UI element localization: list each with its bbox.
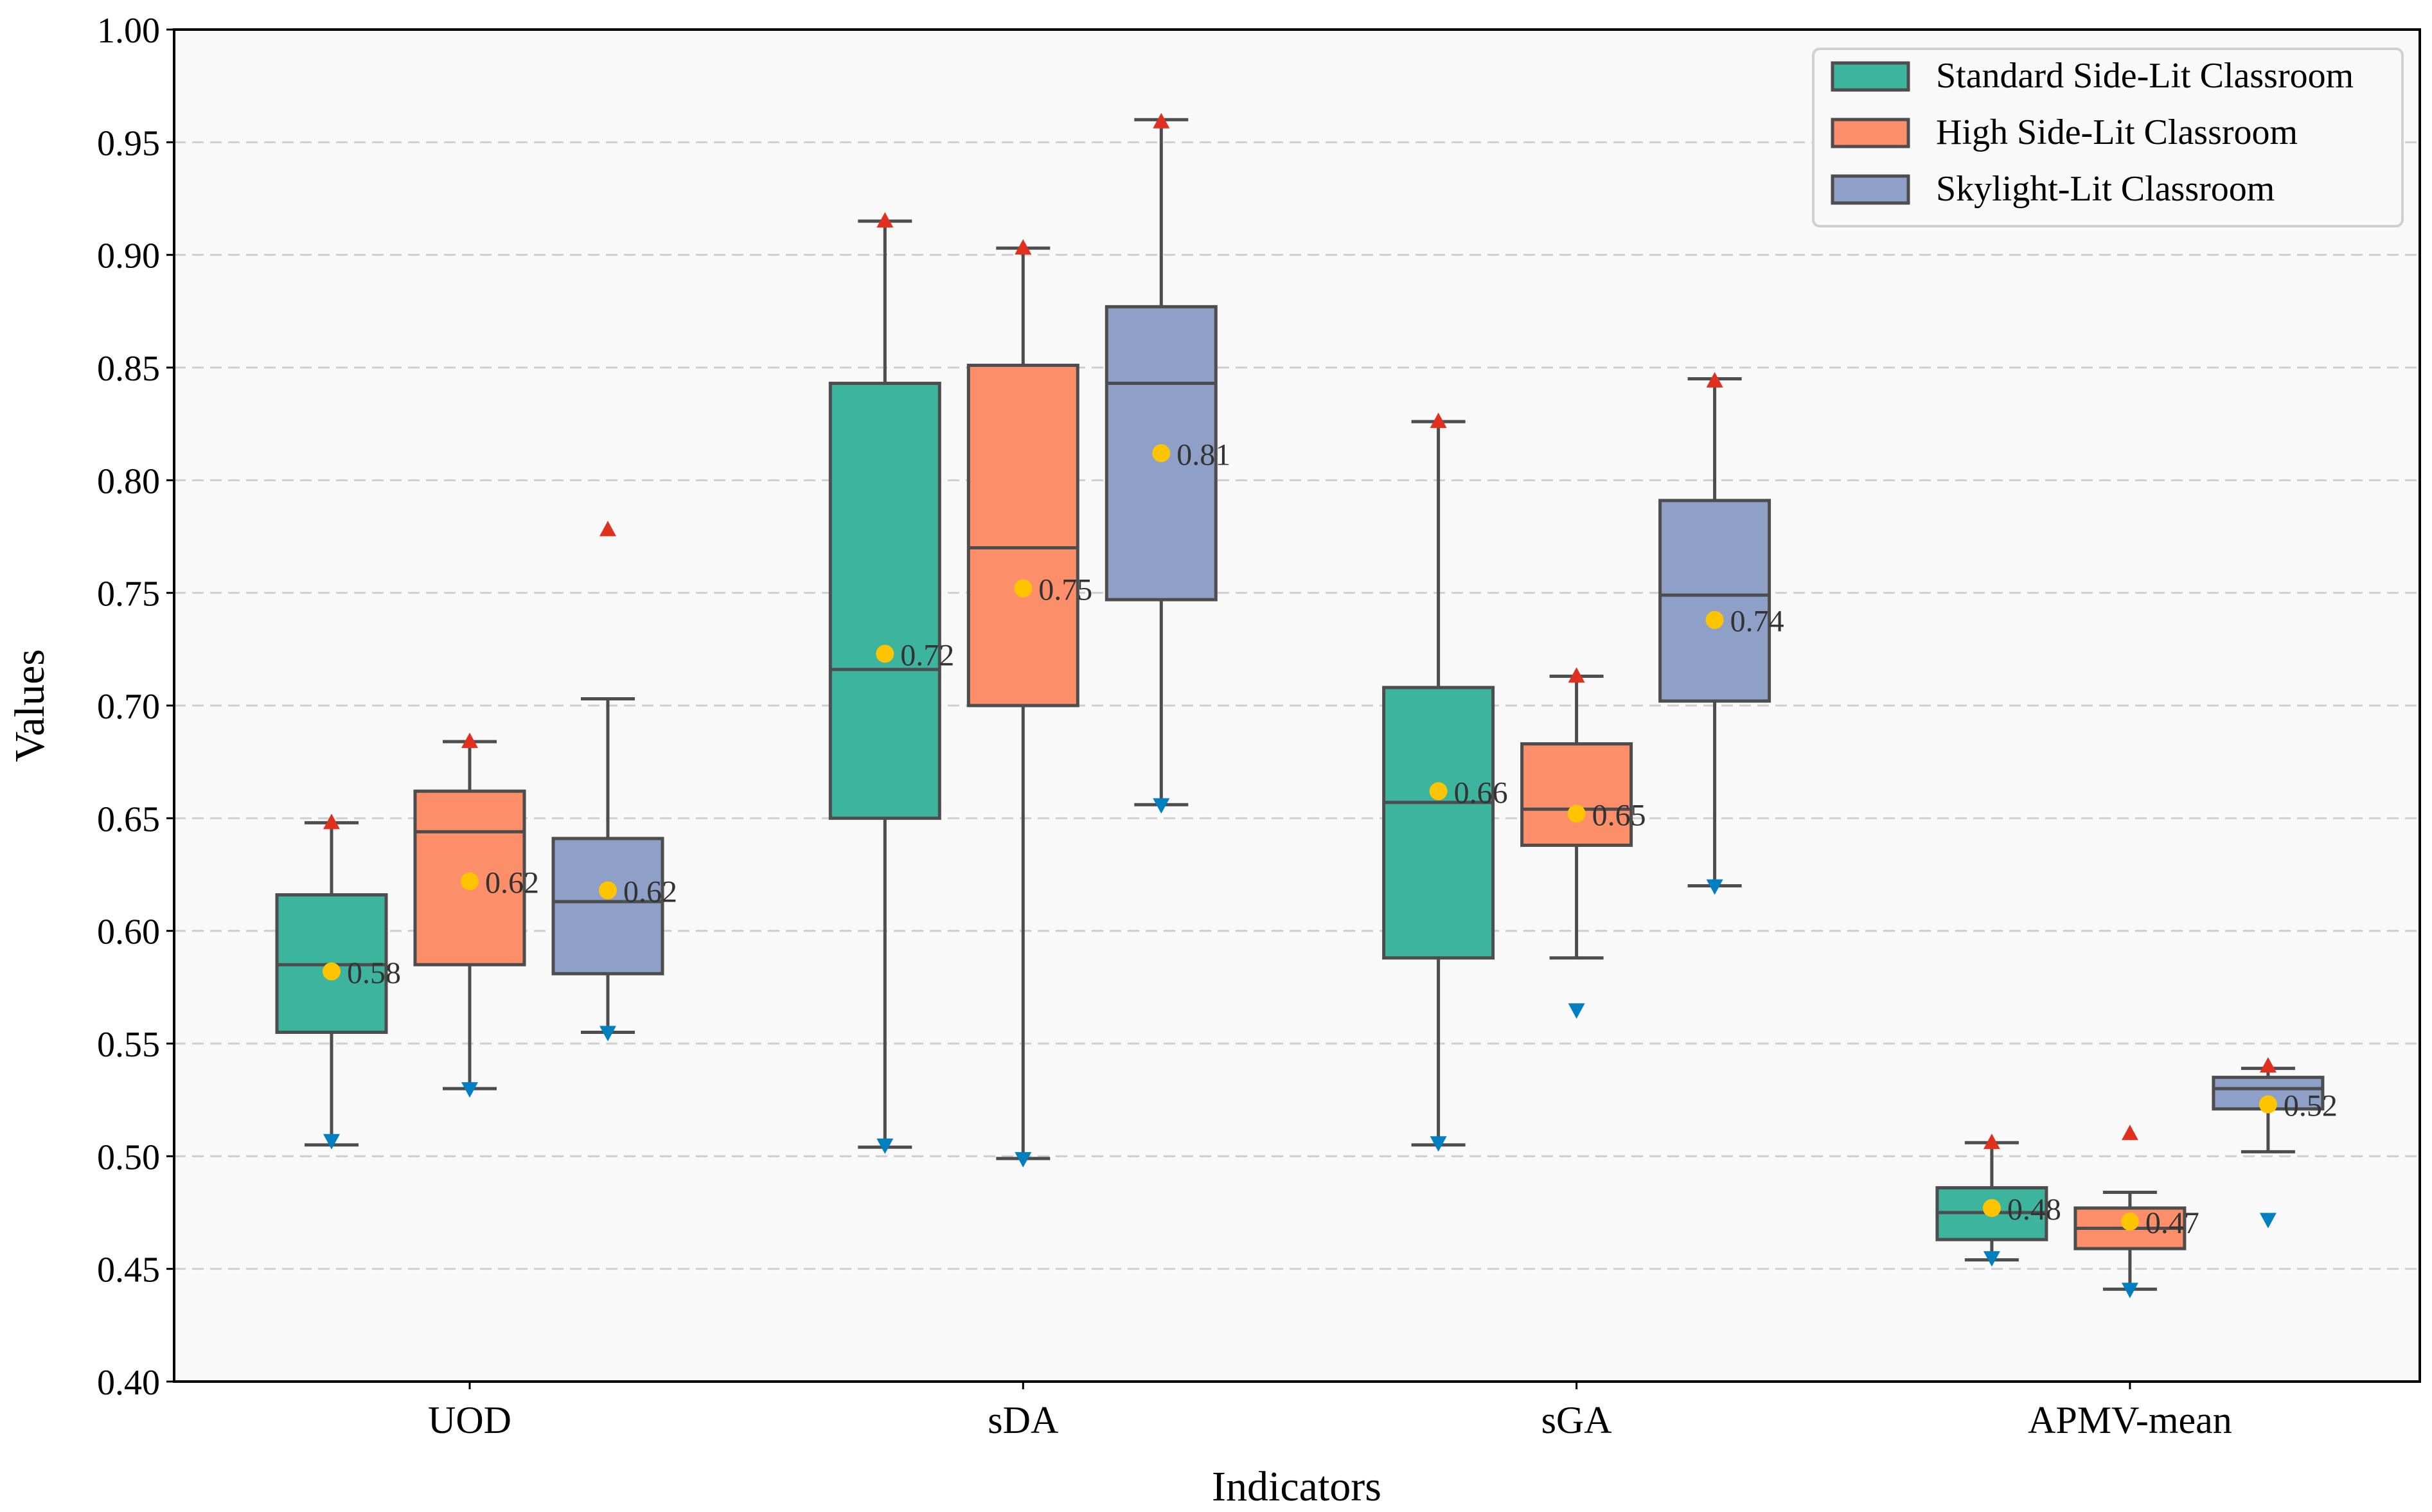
mean-label: 0.75 <box>1038 573 1092 607</box>
legend-frame <box>1812 48 2404 227</box>
mean-label: 0.62 <box>485 866 539 900</box>
box <box>966 363 1079 707</box>
legend-label: Skylight-Lit Classroom <box>1936 169 2275 209</box>
max-marker <box>1430 413 1447 429</box>
max-marker <box>1015 239 1032 255</box>
min-marker <box>1430 1136 1447 1152</box>
min-marker <box>323 1134 340 1150</box>
x-tick-label: APMV-mean <box>2028 1399 2232 1441</box>
mean-marker <box>1152 444 1171 463</box>
legend-label: Standard Side-Lit Classroom <box>1936 56 2354 96</box>
mean-label: 0.52 <box>2284 1089 2338 1123</box>
max-marker <box>2121 1125 2138 1141</box>
mean-marker <box>1429 782 1448 801</box>
x-tick-label: UOD <box>428 1399 511 1441</box>
y-tick-label: 0.45 <box>97 1250 160 1290</box>
min-marker <box>1706 879 1723 895</box>
x-tick-label: sDA <box>988 1399 1058 1441</box>
y-tick-label: 1.00 <box>97 11 160 51</box>
legend-swatch <box>1831 174 1910 205</box>
y-tick-label: 0.80 <box>97 461 160 501</box>
y-tick-label: 0.90 <box>97 236 160 276</box>
y-tick-label: 0.60 <box>97 912 160 952</box>
max-marker <box>599 520 616 537</box>
box-group: 0.81 <box>1105 112 1230 814</box>
mean-label: 0.48 <box>2007 1193 2061 1227</box>
box-group: 0.47 <box>2073 1125 2199 1299</box>
box-group: 0.48 <box>1935 1134 2061 1267</box>
x-tick-label: sGA <box>1541 1399 1612 1441</box>
legend-swatch <box>1831 118 1910 148</box>
max-marker <box>1153 112 1170 129</box>
box <box>1382 686 1495 960</box>
box <box>1520 742 1633 847</box>
legend: Standard Side-Lit Classroom High Side-Lit… <box>1812 48 2404 227</box>
box-group: 0.75 <box>966 239 1092 1168</box>
max-marker <box>876 212 894 228</box>
max-marker <box>2259 1057 2277 1073</box>
min-marker <box>876 1138 894 1154</box>
mean-label: 0.65 <box>1592 798 1646 832</box>
min-marker <box>1983 1251 2000 1267</box>
x-axis-label: Indicators <box>1212 1463 1381 1510</box>
box-group: 0.62 <box>551 520 677 1042</box>
y-tick-label: 0.75 <box>97 574 160 614</box>
y-tick-label: 0.65 <box>97 799 160 839</box>
box-group: 0.58 <box>275 814 401 1150</box>
mean-label: 0.58 <box>347 956 401 990</box>
mean-label: 0.72 <box>900 638 954 672</box>
min-marker <box>1153 798 1170 814</box>
mean-marker <box>461 872 479 891</box>
y-tick-label: 0.85 <box>97 349 160 389</box>
box-group: 0.52 <box>2212 1057 2338 1229</box>
legend-swatch <box>1831 61 1910 92</box>
y-tick-label: 0.50 <box>97 1137 160 1177</box>
box-group: 0.74 <box>1658 372 1784 895</box>
min-marker <box>2259 1213 2277 1229</box>
box-group: 0.72 <box>828 212 954 1154</box>
mean-marker <box>599 881 617 900</box>
mean-label: 0.81 <box>1176 438 1230 472</box>
box-group: 0.66 <box>1382 413 1508 1152</box>
mean-marker <box>2259 1095 2277 1114</box>
min-marker <box>599 1026 616 1042</box>
y-axis-label: Values <box>6 649 53 762</box>
mean-label: 0.62 <box>623 875 677 909</box>
y-tick-label: 0.55 <box>97 1025 160 1065</box>
box-group: 0.65 <box>1520 667 1646 1019</box>
mean-marker <box>1567 805 1586 823</box>
box <box>1658 499 1771 703</box>
min-marker <box>1568 1003 1585 1019</box>
mean-marker <box>1982 1198 2001 1217</box>
mean-marker <box>1014 579 1033 598</box>
max-marker <box>1568 667 1585 683</box>
legend-label: High Side-Lit Classroom <box>1936 112 2298 152</box>
box-group: 0.62 <box>413 733 539 1098</box>
min-marker <box>1015 1152 1032 1168</box>
min-marker <box>461 1082 478 1098</box>
max-marker <box>461 733 478 749</box>
max-marker <box>323 814 340 830</box>
box <box>551 837 664 975</box>
min-marker <box>2121 1283 2138 1299</box>
mean-marker <box>323 962 341 981</box>
mean-marker <box>1705 610 1724 629</box>
box <box>828 382 941 820</box>
mean-marker <box>876 645 894 663</box>
max-marker <box>1706 372 1723 388</box>
y-tick-label: 0.70 <box>97 687 160 727</box>
mean-label: 0.66 <box>1454 776 1508 810</box>
mean-label: 0.74 <box>1730 605 1784 639</box>
mean-label: 0.47 <box>2145 1206 2199 1240</box>
max-marker <box>1983 1134 2000 1150</box>
y-tick-label: 0.40 <box>97 1363 160 1403</box>
mean-marker <box>2120 1213 2139 1231</box>
y-tick-label: 0.95 <box>97 123 160 163</box>
